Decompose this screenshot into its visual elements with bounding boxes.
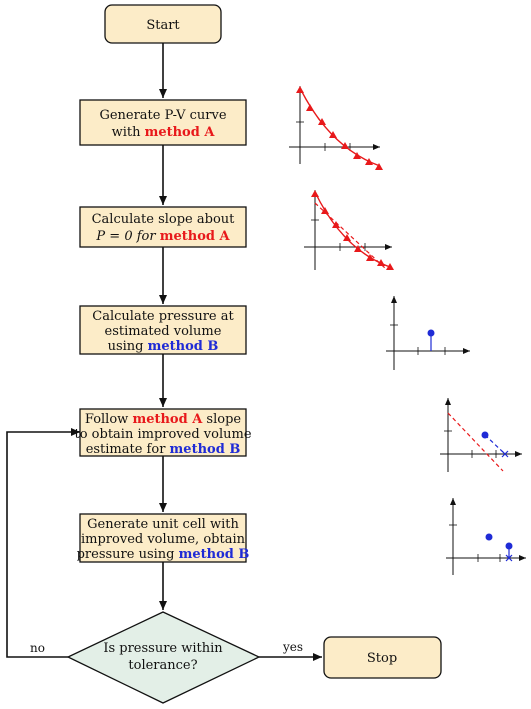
decision-line2: tolerance?	[128, 658, 197, 673]
step4-line2: to obtain improved volume	[74, 427, 251, 442]
method-b-label: method B	[179, 547, 250, 562]
step4-line1: Follow method A slope	[85, 412, 242, 427]
slope-curve-icon	[304, 190, 394, 270]
stop-node: Stop	[323, 636, 442, 679]
method-a-label: method A	[145, 125, 216, 140]
step5-line3: pressure using method B	[77, 547, 250, 562]
no-label: no	[30, 641, 45, 655]
step2-line2: P = 0 for method A	[95, 229, 230, 244]
step1-line2: with method A	[112, 125, 216, 140]
step4-line3: estimate for method B	[86, 442, 241, 457]
flow-edges: no yes	[6, 43, 322, 661]
edge-no-loop	[6, 428, 80, 658]
method-a-label: method A	[132, 412, 203, 427]
step-generate-unit-cell: Generate unit cell with improved volume,…	[77, 513, 250, 563]
start-label: Start	[146, 18, 180, 33]
pv-curve-icon	[289, 86, 383, 170]
step3-line3: using method B	[108, 339, 219, 354]
yes-label: yes	[282, 640, 303, 654]
decision-line1: Is pressure within	[103, 641, 223, 656]
step3-line1: Calculate pressure at	[92, 309, 234, 324]
step5-line2: improved volume, obtain	[81, 532, 246, 547]
step5-line1: Generate unit cell with	[87, 517, 239, 532]
method-b-label: method B	[170, 442, 241, 457]
pressure-point-icon	[386, 296, 470, 370]
start-node: Start	[104, 4, 222, 44]
step-follow-slope: Follow method A slope to obtain improved…	[74, 408, 252, 457]
step2-line1: Calculate slope about	[92, 212, 236, 227]
step-calculate-pressure: Calculate pressure at estimated volume u…	[79, 305, 247, 355]
stop-label: Stop	[367, 651, 397, 666]
method-a-label: method A	[160, 229, 231, 244]
improved-pressure-icon	[446, 498, 526, 575]
step-generate-pv-curve: Generate P-V curve with method A	[79, 99, 247, 146]
slope-extrapolation-icon	[440, 398, 522, 472]
decision-pressure-tolerance: Is pressure within tolerance?	[66, 611, 261, 704]
step-calculate-slope: Calculate slope about P = 0 for method A	[79, 206, 247, 248]
step1-line1: Generate P-V curve	[99, 108, 226, 123]
step3-line2: estimated volume	[105, 324, 222, 339]
method-b-label: method B	[148, 339, 219, 354]
